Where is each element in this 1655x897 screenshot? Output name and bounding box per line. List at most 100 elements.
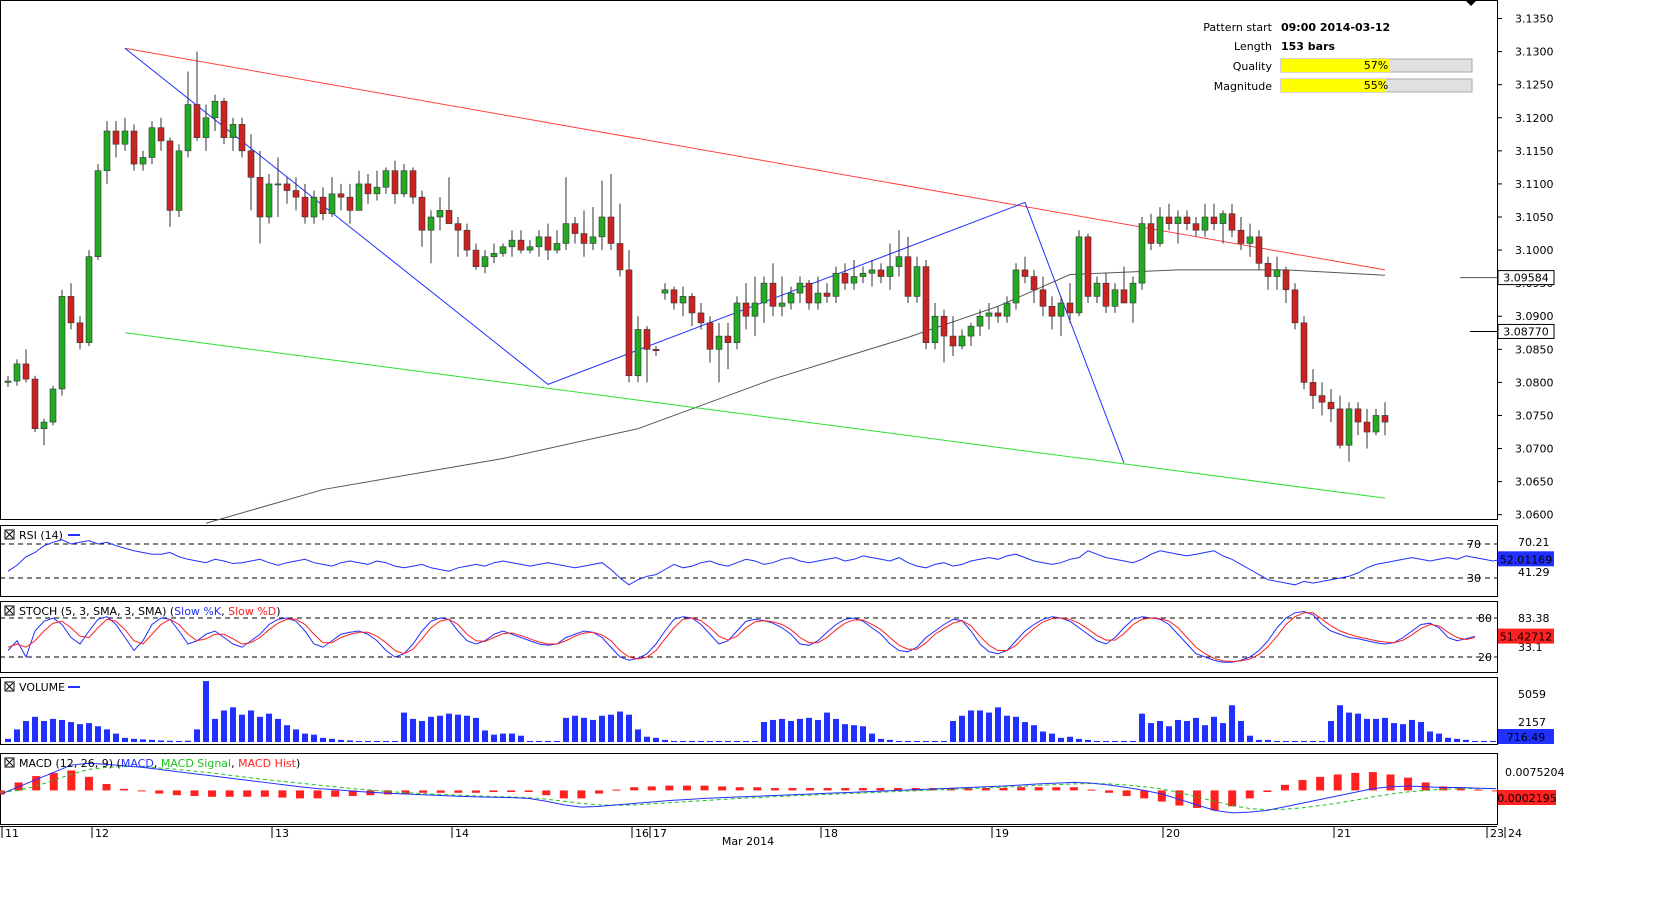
macd-hist-bar bbox=[1280, 784, 1289, 791]
volume-bar bbox=[1382, 717, 1388, 742]
volume-bar bbox=[1157, 721, 1163, 742]
candle-body bbox=[994, 312, 1002, 317]
candle-body bbox=[661, 289, 669, 294]
volume-bar bbox=[977, 710, 983, 742]
macd-hist-bar bbox=[1193, 790, 1201, 808]
candle-body bbox=[301, 196, 309, 218]
volume-bar bbox=[32, 716, 38, 742]
candle bbox=[832, 266, 840, 303]
volume-bar bbox=[275, 718, 281, 742]
macd-hist-bar bbox=[964, 788, 973, 791]
candle bbox=[148, 121, 156, 165]
candle bbox=[49, 385, 57, 426]
volume-bar bbox=[311, 734, 317, 742]
macd-hist-bar bbox=[1386, 774, 1395, 791]
candle-body bbox=[616, 243, 624, 271]
macd-header: MACD (12, 26, 9) (MACD, MACD Signal, MAC… bbox=[4, 757, 300, 770]
candle-body bbox=[436, 210, 444, 218]
magnitude-value: 55% bbox=[1364, 79, 1388, 92]
candle bbox=[931, 303, 939, 350]
stoch-level-label: 20 bbox=[1478, 651, 1492, 664]
candle bbox=[1093, 276, 1101, 303]
volume-bar bbox=[1337, 705, 1343, 742]
candle-body bbox=[607, 216, 615, 244]
candle-body bbox=[13, 363, 21, 382]
volume-bar bbox=[950, 721, 956, 742]
rsi-line bbox=[7, 539, 1503, 586]
candle bbox=[283, 177, 291, 204]
macd-hist-bar bbox=[137, 790, 146, 792]
candle bbox=[1048, 296, 1056, 330]
candle bbox=[598, 180, 606, 251]
macd-hist-bar bbox=[190, 790, 199, 796]
volume-bar bbox=[887, 739, 893, 742]
candle bbox=[1075, 230, 1083, 317]
price-tick-label: 3.0750 bbox=[1515, 409, 1554, 422]
candle-body bbox=[130, 130, 138, 165]
candle-body bbox=[310, 196, 318, 218]
macd-hist-bar bbox=[1456, 788, 1465, 791]
volume-bar bbox=[869, 733, 875, 742]
candle bbox=[1255, 230, 1263, 270]
volume-bar bbox=[851, 725, 857, 742]
macd-hist-bar bbox=[1122, 790, 1131, 796]
volume-bar bbox=[14, 729, 20, 742]
volume-bar bbox=[1463, 739, 1469, 742]
candle-body bbox=[193, 104, 201, 138]
candle bbox=[787, 286, 795, 310]
candle bbox=[508, 230, 516, 257]
volume-bar bbox=[1229, 705, 1235, 742]
macd-current-value: 0.0002195 bbox=[1497, 792, 1557, 805]
volume-axis-label: 5059 bbox=[1518, 688, 1546, 701]
candle bbox=[1120, 266, 1128, 304]
volume-bar bbox=[698, 740, 704, 742]
macd-hist-bar bbox=[1175, 790, 1184, 806]
candle bbox=[400, 164, 408, 198]
stoch-current-value: 51.42712 bbox=[1500, 631, 1553, 644]
date-tick-label: 17 bbox=[653, 827, 667, 840]
candle bbox=[1318, 382, 1326, 416]
volume-bar bbox=[662, 739, 668, 742]
volume-bar bbox=[1040, 731, 1046, 742]
volume-bar bbox=[1103, 740, 1109, 742]
pattern-start-label: Pattern start bbox=[1203, 21, 1272, 34]
candle bbox=[1336, 395, 1344, 449]
volume-bar bbox=[239, 714, 245, 742]
rsi-current-box bbox=[1498, 551, 1554, 567]
volume-title: VOLUME bbox=[19, 681, 65, 694]
volume-bar bbox=[158, 740, 164, 742]
candle-body bbox=[1084, 236, 1092, 297]
candle-body bbox=[139, 157, 147, 165]
candle bbox=[715, 322, 723, 383]
candle bbox=[364, 174, 372, 204]
volume-bar bbox=[1139, 713, 1145, 742]
stoch-title-text: STOCH (5, 3, SMA, 3, SMA) bbox=[19, 605, 166, 618]
scroll-marker-icon[interactable] bbox=[1465, 0, 1477, 6]
macd-hist-label: MACD Hist bbox=[238, 757, 297, 770]
candle-body bbox=[1138, 223, 1146, 284]
candle bbox=[724, 322, 732, 370]
candle-body bbox=[67, 296, 75, 324]
candle-body bbox=[1345, 408, 1353, 446]
volume-bar bbox=[1148, 723, 1154, 742]
candle bbox=[1003, 296, 1011, 323]
stoch-title: STOCH (5, 3, SMA, 3, SMA) (Slow %K, Slow… bbox=[19, 605, 281, 618]
price-tick-label: 3.0600 bbox=[1515, 509, 1554, 522]
candle bbox=[499, 243, 507, 257]
macd-hist-bar bbox=[1069, 787, 1078, 791]
candle bbox=[58, 289, 66, 396]
candle bbox=[1183, 210, 1191, 231]
volume-bar bbox=[437, 715, 443, 742]
candle bbox=[1237, 217, 1245, 251]
candle bbox=[175, 144, 183, 217]
volume-bar bbox=[527, 740, 533, 742]
candle-body bbox=[1318, 395, 1326, 403]
candle-body bbox=[877, 269, 885, 277]
volume-bar bbox=[1067, 736, 1073, 742]
candle bbox=[121, 117, 129, 151]
macd-hist-bar bbox=[682, 785, 691, 791]
volume-bar bbox=[1085, 739, 1091, 742]
candle-body bbox=[1039, 289, 1047, 307]
candle bbox=[616, 203, 624, 277]
